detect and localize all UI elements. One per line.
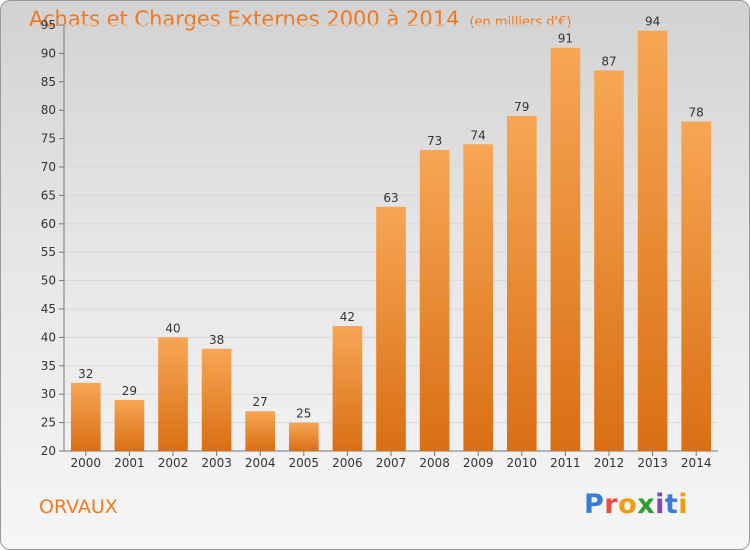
- x-tick-label: 2001: [114, 456, 145, 470]
- data-label: 63: [383, 191, 398, 205]
- y-tick-label: 30: [41, 387, 56, 401]
- x-tick-label: 2008: [419, 456, 450, 470]
- data-label: 78: [689, 106, 704, 120]
- y-tick-label: 65: [41, 188, 56, 202]
- data-label: 73: [427, 134, 442, 148]
- y-tick-label: 55: [41, 245, 56, 259]
- y-tick-label: 90: [41, 46, 56, 60]
- data-label: 42: [340, 310, 355, 324]
- bar[interactable]: [463, 144, 494, 451]
- data-label: 91: [558, 32, 573, 46]
- x-tick-label: 2012: [594, 456, 625, 470]
- x-tick-label: 2007: [376, 456, 407, 470]
- bar[interactable]: [637, 30, 668, 452]
- chart-subtitle: (en milliers d'€): [469, 15, 572, 30]
- bar[interactable]: [114, 399, 145, 451]
- bar[interactable]: [506, 115, 537, 451]
- data-label: 27: [253, 395, 268, 409]
- x-tick-label: 2014: [681, 456, 712, 470]
- x-tick-label: 2013: [637, 456, 668, 470]
- bars: [70, 30, 712, 452]
- x-tick-label: 2003: [201, 456, 232, 470]
- data-label: 29: [122, 384, 137, 398]
- bar[interactable]: [594, 70, 624, 451]
- y-tick-label: 20: [41, 444, 56, 458]
- x-tick-label: 2000: [71, 456, 102, 470]
- x-tick-label: 2002: [158, 456, 189, 470]
- x-tick-label: 2005: [289, 456, 320, 470]
- commune-name: ORVAUX: [39, 496, 118, 518]
- y-tick-label: 35: [41, 359, 56, 373]
- x-tick-label: 2011: [550, 456, 581, 470]
- bar[interactable]: [332, 326, 363, 451]
- chart-title-text: Achats et Charges Externes 2000 à 2014: [29, 7, 460, 31]
- data-label: 38: [209, 333, 224, 347]
- y-tick-label: 95: [41, 18, 56, 32]
- data-label: 32: [78, 367, 93, 381]
- bar[interactable]: [201, 348, 232, 451]
- y-tick-label: 60: [41, 217, 56, 231]
- bar[interactable]: [376, 206, 406, 451]
- y-tick-label: 25: [41, 416, 56, 430]
- y-tick-label: 45: [41, 302, 56, 316]
- proxiti-logo[interactable]: Proxiti: [584, 489, 689, 520]
- x-tick-label: 2004: [245, 456, 276, 470]
- bar[interactable]: [245, 411, 276, 451]
- y-tick-label: 75: [41, 132, 56, 146]
- y-tick-label: 80: [41, 103, 56, 117]
- labels: 20 25 30 35 40 45 50 55 60 65 70 75 80 85 90 95 32 2000 29…: [41, 15, 712, 470]
- data-label: 25: [296, 407, 311, 421]
- y-tick-label: 50: [41, 274, 56, 288]
- bar[interactable]: [288, 422, 319, 451]
- data-label: 87: [601, 54, 616, 68]
- data-label: 79: [514, 100, 529, 114]
- x-tick-label: 2010: [507, 456, 538, 470]
- bar[interactable]: [550, 47, 581, 451]
- bar[interactable]: [419, 149, 450, 451]
- x-tick-label: 2006: [332, 456, 363, 470]
- bar[interactable]: [681, 121, 712, 451]
- data-label: 74: [471, 128, 486, 142]
- y-tick-label: 70: [41, 160, 56, 174]
- bar[interactable]: [158, 337, 188, 451]
- y-tick-label: 40: [41, 330, 56, 344]
- bar[interactable]: [70, 382, 101, 451]
- x-tick-label: 2009: [463, 456, 494, 470]
- data-label: 94: [645, 15, 660, 29]
- chart-title: Achats et Charges Externes 2000 à 2014 (e…: [29, 7, 571, 31]
- data-label: 40: [165, 321, 180, 335]
- y-tick-label: 85: [41, 75, 56, 89]
